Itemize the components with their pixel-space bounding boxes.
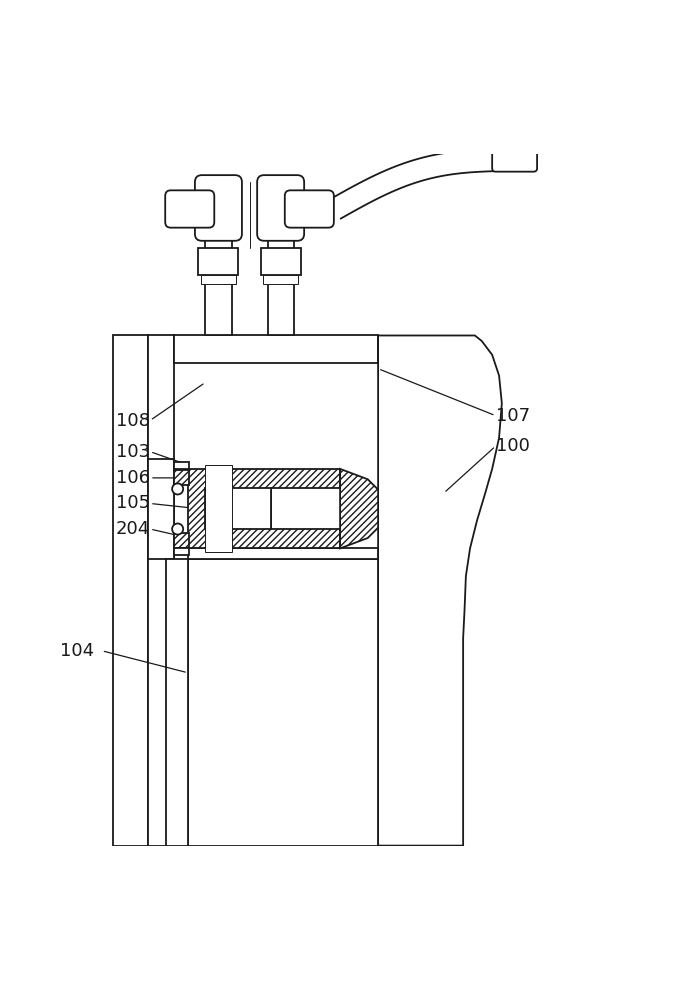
Bar: [188, 548, 378, 559]
FancyBboxPatch shape: [257, 175, 304, 241]
Text: 204: 204: [116, 520, 150, 538]
Bar: [174, 548, 189, 555]
Bar: [205, 465, 232, 552]
Polygon shape: [340, 469, 378, 548]
Circle shape: [172, 524, 183, 535]
Text: 108: 108: [116, 412, 150, 430]
Bar: [198, 248, 239, 275]
Bar: [267, 189, 294, 335]
Text: 106: 106: [116, 469, 150, 487]
Text: 105: 105: [116, 494, 150, 512]
FancyBboxPatch shape: [195, 175, 242, 241]
Polygon shape: [188, 469, 340, 548]
Bar: [201, 275, 236, 284]
FancyBboxPatch shape: [285, 190, 334, 228]
Text: 104: 104: [60, 642, 94, 660]
Bar: [113, 335, 148, 846]
Bar: [205, 488, 271, 529]
Bar: [166, 559, 188, 846]
Bar: [261, 248, 301, 275]
FancyBboxPatch shape: [165, 190, 214, 228]
Text: 100: 100: [496, 437, 530, 455]
FancyBboxPatch shape: [492, 144, 537, 172]
Bar: [148, 335, 174, 846]
Bar: [174, 533, 189, 548]
Circle shape: [172, 483, 183, 494]
Text: 107: 107: [496, 407, 530, 425]
Bar: [174, 462, 189, 469]
Bar: [148, 459, 174, 559]
Bar: [263, 275, 298, 284]
Text: 103: 103: [116, 443, 150, 461]
Bar: [205, 189, 232, 335]
Polygon shape: [378, 335, 502, 846]
Bar: [188, 559, 378, 846]
Bar: [174, 470, 189, 485]
Bar: [174, 335, 378, 363]
